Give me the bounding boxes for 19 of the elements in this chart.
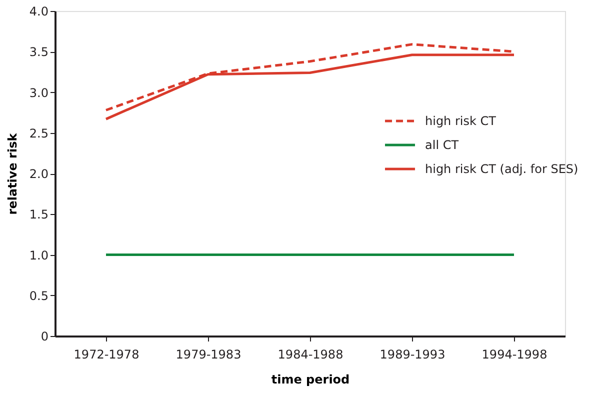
y-tick-label: 3.0 — [29, 86, 48, 100]
y-tick-label: 2.0 — [29, 167, 48, 181]
y-tick-label: 1.0 — [29, 248, 48, 262]
x-tick-label: 1984-1988 — [278, 348, 344, 362]
y-tick-label: 2.5 — [29, 126, 48, 140]
y-tick-label: 4.0 — [29, 4, 48, 18]
y-tick-label: 0.5 — [29, 288, 48, 303]
legend-label: all CT — [425, 138, 460, 152]
x-tick-label: 1989-1993 — [380, 348, 446, 362]
y-axis-title: relative risk — [5, 132, 20, 215]
legend-label: high risk CT (adj. for SES) — [425, 162, 578, 176]
y-tick-label: 1.5 — [29, 208, 48, 222]
x-tick-label: 1972-1978 — [74, 348, 140, 362]
legend-label: high risk CT — [425, 114, 497, 128]
y-tick-label: 0 — [40, 330, 48, 344]
x-tick-label: 1994-1998 — [482, 348, 548, 362]
x-tick-label: 1979-1983 — [176, 348, 242, 362]
x-axis-title: time period — [271, 372, 350, 386]
y-tick-label: 3.5 — [29, 45, 48, 60]
